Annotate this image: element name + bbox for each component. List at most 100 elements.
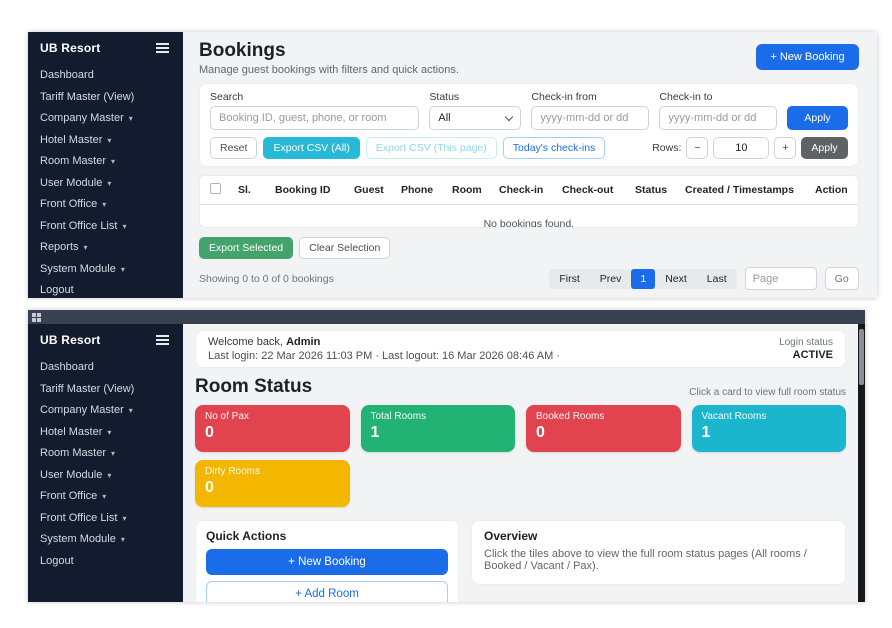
status-select[interactable]: All (429, 106, 522, 130)
sidebar-item-tariff-master[interactable]: Tariff Master (View) (40, 87, 171, 109)
stat-card-label: No of Pax (205, 411, 249, 422)
sidebar-item-company-master[interactable]: Company Master ▾ (40, 108, 171, 130)
todays-checkins-button[interactable]: Today's check-ins (502, 137, 606, 159)
sidebar-item-tariff-master[interactable]: Tariff Master (View) (40, 379, 171, 401)
quick-new-booking-button[interactable]: + New Booking (206, 549, 448, 575)
sidebar-item-room-master[interactable]: Room Master ▾ (40, 443, 171, 465)
brand-title: UB Resort (40, 41, 101, 55)
caret-down-icon: ▾ (111, 157, 116, 166)
sidebar-item-logout[interactable]: Logout (40, 551, 171, 573)
rows-decrement-button[interactable]: − (686, 137, 709, 159)
booked-rooms-card[interactable]: Booked Rooms 0 (526, 405, 681, 452)
sidebar-item-label: Dashboard (40, 69, 94, 81)
export-csv-all-button[interactable]: Export CSV (All) (263, 137, 360, 159)
vacant-rooms-card[interactable]: Vacant Rooms 1 (691, 405, 846, 452)
hamburger-menu-icon[interactable] (154, 333, 171, 347)
sidebar-item-front-office[interactable]: Front Office ▾ (40, 194, 171, 216)
checkin-from-input[interactable] (531, 106, 650, 130)
column-header-created: Created / Timestamps (685, 184, 794, 196)
caret-down-icon: ▾ (107, 135, 112, 145)
sidebar-item-logout[interactable]: Logout (40, 280, 171, 298)
sidebar-item-front-office[interactable]: Front Office ▾ (40, 486, 171, 508)
overview-card: Overview Click the tiles above to view t… (471, 520, 846, 585)
select-all-checkbox[interactable] (210, 183, 221, 194)
stat-card-value: 0 (205, 479, 214, 496)
apply-filters-button[interactable]: Apply (787, 106, 848, 130)
caret-down-icon: ▾ (122, 513, 127, 523)
sidebar-item-dashboard[interactable]: Dashboard (40, 65, 171, 87)
stat-card-label: Vacant Rooms (701, 411, 767, 422)
app-grid-icon[interactable] (32, 312, 41, 322)
sidebar: UB Resort Dashboard Tariff Master (View)… (28, 32, 183, 298)
bookings-main: Bookings Manage guest bookings with filt… (183, 32, 877, 298)
room-status-title: Room Status (195, 376, 313, 397)
status-label: Status (429, 91, 460, 103)
rows-count-input[interactable] (713, 137, 770, 159)
page-number-input[interactable] (744, 267, 817, 290)
column-header-sl: Sl. (238, 184, 251, 196)
pagination-prev[interactable]: Prev (599, 272, 622, 285)
sidebar-item-label: Logout (40, 554, 74, 567)
reset-button[interactable]: Reset (210, 137, 258, 159)
status-select-value: All (438, 112, 451, 124)
sidebar-item-label: User Module (40, 176, 103, 189)
scrollbar-thumb[interactable] (859, 329, 864, 385)
overview-text: Click the tiles above to view the full r… (484, 548, 807, 572)
sidebar-item-front-office-list[interactable]: Front Office List ▾ (40, 216, 171, 238)
column-header-phone: Phone (401, 184, 434, 196)
filters-card: Search Status All Check-in from (199, 83, 859, 167)
caret-down-icon: ▾ (107, 427, 112, 437)
stat-card-label: Total Rooms (370, 411, 427, 422)
stat-card-value: 0 (536, 424, 545, 441)
search-input[interactable] (210, 106, 420, 130)
hamburger-menu-icon[interactable] (154, 41, 171, 55)
sidebar-item-hotel-master[interactable]: Hotel Master ▾ (40, 130, 171, 152)
go-to-page-button[interactable]: Go (824, 267, 859, 290)
rows-apply-button[interactable]: Apply (801, 137, 848, 159)
total-rooms-card[interactable]: Total Rooms 1 (360, 405, 515, 452)
checkin-to-input[interactable] (659, 106, 778, 130)
room-status-hint: Click a card to view full room status (689, 387, 846, 398)
status-cards-grid: No of Pax 0 Total Rooms 1 Booked Rooms 0… (195, 405, 846, 507)
dirty-rooms-card[interactable]: Dirty Rooms 0 (195, 460, 350, 507)
stat-card-label: Booked Rooms (536, 411, 605, 422)
pagination-page-1[interactable]: 1 (631, 268, 656, 289)
sidebar-item-company-master[interactable]: Company Master ▾ (40, 400, 171, 422)
sidebar-item-hotel-master[interactable]: Hotel Master ▾ (40, 422, 171, 444)
sidebar-item-label: Hotel Master (40, 133, 103, 146)
sidebar-item-user-module[interactable]: User Module ▾ (40, 465, 171, 487)
brand-title: UB Resort (40, 333, 101, 347)
new-booking-button[interactable]: + New Booking (756, 44, 859, 70)
sidebar: UB Resort Dashboard Tariff Master (View)… (28, 324, 183, 602)
export-csv-page-button[interactable]: Export CSV (This page) (365, 137, 497, 159)
sidebar-item-reports[interactable]: Reports ▾ (40, 237, 171, 259)
pagination-last[interactable]: Last (706, 272, 727, 285)
sidebar-item-system-module[interactable]: System Module ▾ (40, 529, 171, 551)
sidebar-item-dashboard[interactable]: Dashboard (40, 357, 171, 379)
showing-results-text: Showing 0 to 0 of 0 bookings (199, 272, 334, 285)
caret-down-icon: ▾ (83, 243, 88, 252)
export-selected-button[interactable]: Export Selected (199, 237, 294, 259)
sidebar-item-user-module[interactable]: User Module ▾ (40, 173, 171, 195)
welcome-greeting: Welcome back, (208, 336, 283, 348)
bookings-screenshot: UB Resort Dashboard Tariff Master (View)… (28, 32, 877, 298)
pagination-next[interactable]: Next (665, 272, 687, 285)
sidebar-item-label: Logout (40, 284, 74, 296)
sidebar-item-front-office-list[interactable]: Front Office List ▾ (40, 508, 171, 530)
no-of-pax-card[interactable]: No of Pax 0 (195, 405, 350, 452)
login-status-label: Login status (779, 337, 833, 348)
sidebar-item-label: Company Master (40, 404, 124, 416)
welcome-card: Welcome back, Admin Last login: 22 Mar 2… (195, 330, 846, 368)
pagination-first[interactable]: First (559, 272, 580, 285)
caret-down-icon: ▾ (107, 470, 112, 480)
scrollbar-track[interactable] (858, 324, 865, 602)
caret-down-icon: ▾ (122, 221, 127, 231)
sidebar-item-system-module[interactable]: System Module ▾ (40, 259, 171, 281)
sidebar-item-room-master[interactable]: Room Master ▾ (40, 151, 171, 173)
column-header-guest: Guest (354, 184, 384, 196)
clear-selection-button[interactable]: Clear Selection (299, 237, 391, 259)
quick-add-room-button[interactable]: + Add Room (206, 581, 448, 602)
sidebar-item-label: Reports (40, 241, 79, 253)
stat-card-label: Dirty Rooms (205, 466, 261, 477)
rows-increment-button[interactable]: + (774, 137, 797, 159)
